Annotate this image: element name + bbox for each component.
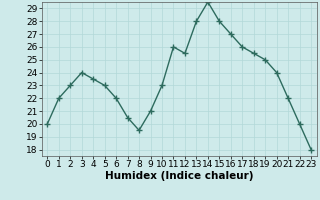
X-axis label: Humidex (Indice chaleur): Humidex (Indice chaleur) xyxy=(105,171,253,181)
